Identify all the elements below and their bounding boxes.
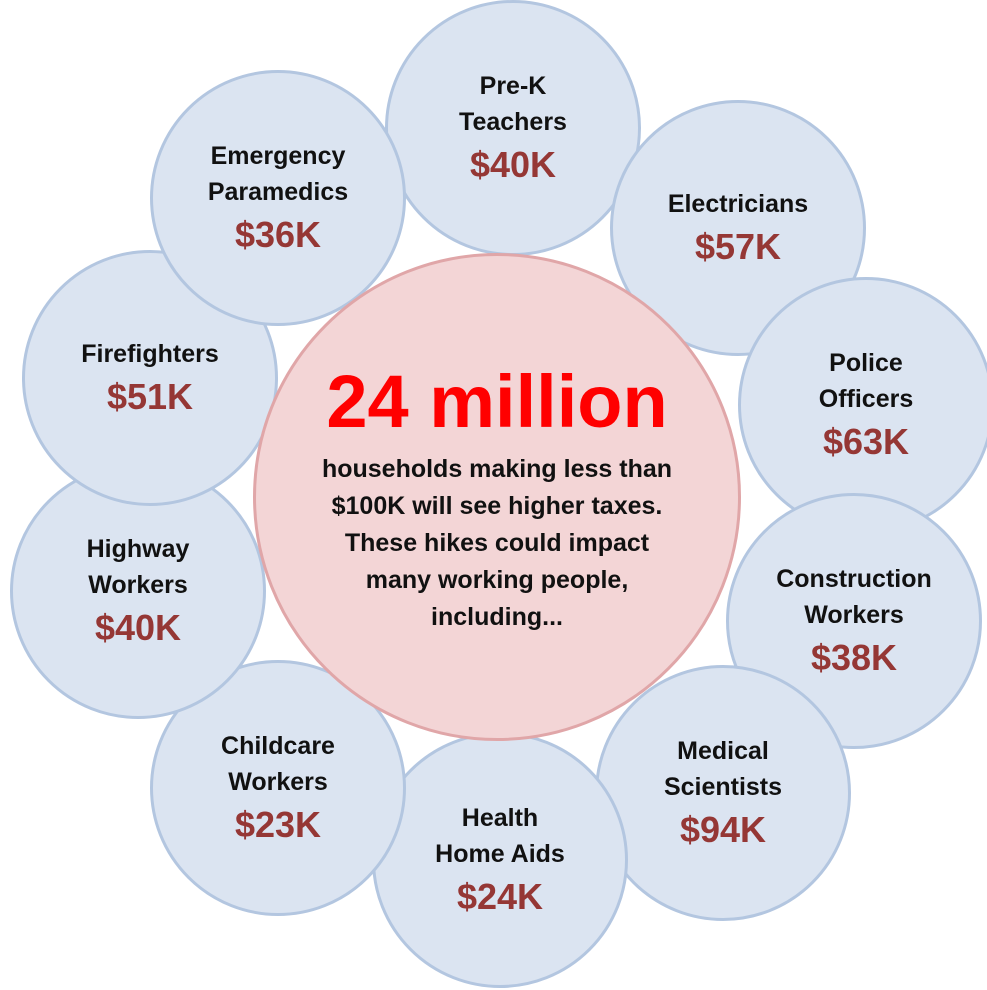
occupation-circle-highway-workers: Highway Workers $40K <box>10 463 266 719</box>
occupation-title: Firefighters <box>81 340 219 368</box>
headline-stat: 24 million <box>326 359 668 443</box>
center-description: households making less than $100K will s… <box>321 454 673 631</box>
occupation-title: Emergency Paramedics <box>207 142 349 206</box>
occupation-title: Construction Workers <box>776 565 932 629</box>
occupation-circle-medical-scientists: Medical Scientists $94K <box>595 665 851 921</box>
occupation-salary: $40K <box>469 144 557 185</box>
center-circle: 24 million households making less than $… <box>253 253 741 741</box>
occupation-salary: $63K <box>822 421 910 462</box>
occupation-salary: $57K <box>694 226 782 267</box>
occupation-salary: $24K <box>456 876 544 917</box>
occupation-title: Highway Workers <box>86 535 190 599</box>
occupation-title: Health Home Aids <box>435 804 565 868</box>
occupation-circle-prek-teachers: Pre-K Teachers $40K <box>385 0 641 256</box>
occupation-circle-health-home-aids: Health Home Aids $24K <box>372 732 628 988</box>
occupation-circle-emergency-paramedics: Emergency Paramedics $36K <box>150 70 406 326</box>
occupation-salary: $40K <box>94 607 182 648</box>
occupation-salary: $38K <box>810 637 898 678</box>
occupation-title: Electricians <box>667 190 809 218</box>
occupation-title: Childcare Workers <box>221 732 335 796</box>
occupation-title: Medical Scientists <box>663 737 783 801</box>
occupation-title: Pre-K Teachers <box>459 72 567 136</box>
occupation-title: Police Officers <box>818 349 914 413</box>
occupation-salary: $23K <box>234 804 322 845</box>
occupation-salary: $36K <box>234 214 322 255</box>
occupation-salary: $51K <box>106 376 194 417</box>
occupation-salary: $94K <box>679 809 767 850</box>
